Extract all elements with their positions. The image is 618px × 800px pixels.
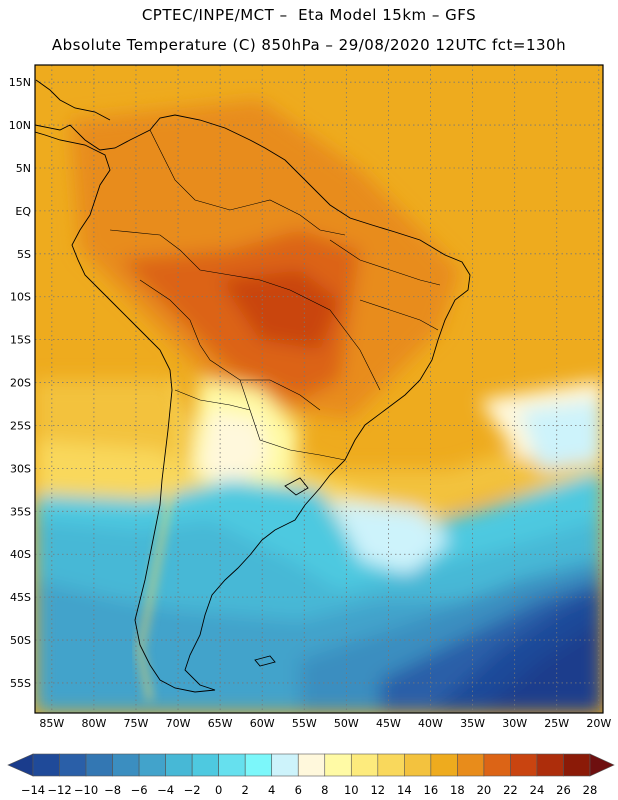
colorbar-label: 8 [321,783,328,797]
colorbar-label: 24 [530,783,545,797]
colorbar-swatch [191,753,219,777]
colorbar-label: −8 [104,783,121,797]
temperature-colorbar: −14 −12 −10 −8 −6 −4 −2 0 2 4 6 8 10 12 14 16 18 20 22 24 26… [7,753,615,797]
map-title-line-2: Absolute Temperature (C) 850hPa – 29/08/… [51,36,567,54]
colorbar-swatch [350,753,379,777]
longitude-tick-label: 70W [166,717,191,730]
longitude-tick-label: 25W [544,717,569,730]
colorbar-swatch [483,753,511,777]
colorbar-swatch [244,753,273,777]
colorbar-swatch [430,753,458,777]
colorbar-label: −4 [157,783,174,797]
latitude-tick-label: 30S [10,462,31,475]
graticule [35,65,603,713]
latitude-tick-label: 40S [10,548,31,561]
latitude-tick-label: 5N [16,162,31,175]
colorbar-label: 6 [295,783,302,797]
colorbar-label: −12 [47,783,71,797]
colorbar-label: 26 [556,783,571,797]
longitude-tick-label: 30W [502,717,527,730]
colorbar-swatch [218,753,246,777]
colorbar-swatch [271,753,299,777]
latitude-tick-label: 20S [10,377,31,390]
map-title-line-1: CPTEC/INPE/MCT – Eta Model 15km – GFS [141,6,477,24]
longitude-axis: 85W 80W 75W 70W 65W 60W 55W 50W 45W 40W 35W 30W 25W 2… [39,717,611,730]
colorbar-labels: −14 −12 −10 −8 −6 −4 −2 0 2 4 6 8 10 12 14 16 18 20 22 24 26… [21,783,597,797]
longitude-tick-label: 75W [124,717,149,730]
colorbar-swatch [165,753,193,777]
temperature-field [35,65,603,713]
colorbar-label: 16 [424,783,439,797]
colorbar-swatch [59,753,87,777]
colorbar-swatch [457,753,485,777]
colorbar-label: 4 [268,783,275,797]
colorbar-swatch [377,753,405,777]
longitude-tick-label: 45W [376,717,401,730]
colorbar-label: 10 [344,783,359,797]
latitude-tick-label: EQ [15,205,31,218]
colorbar-label: 20 [477,783,492,797]
colorbar-swatch [297,753,326,777]
coastlines [35,79,471,693]
colorbar-swatch [32,753,60,777]
colorbar-boxes [7,753,615,777]
colorbar-label: 18 [450,783,465,797]
latitude-tick-label: 50S [10,634,31,647]
colorbar-label: 2 [242,783,249,797]
latitude-tick-label: 15S [10,334,31,347]
latitude-tick-label: 15N [9,76,31,89]
longitude-tick-label: 60W [250,717,275,730]
colorbar-max-arrow [589,753,615,777]
longitude-tick-label: 65W [208,717,233,730]
colorbar-swatch [536,753,564,777]
colorbar-swatch [563,753,591,777]
colorbar-label: −2 [184,783,201,797]
colorbar-swatch [112,753,140,777]
longitude-tick-label: 55W [292,717,317,730]
colorbar-label: −10 [74,783,98,797]
colorbar-label: −6 [131,783,148,797]
colorbar-swatch [510,753,538,777]
colorbar-swatch [138,753,166,777]
colorbar-min-arrow [7,753,34,777]
latitude-tick-label: 55S [10,677,31,690]
colorbar-label: 28 [583,783,598,797]
temperature-map: 15N 10N 5N EQ 5S 10S 15S 20S 25S 30S 35S 40S 45S 50S 5… [9,64,611,730]
latitude-tick-label: 10S [10,291,31,304]
colorbar-label: 0 [215,783,222,797]
longitude-tick-label: 85W [39,717,64,730]
latitude-axis: 15N 10N 5N EQ 5S 10S 15S 20S 25S 30S 35S 40S 45S 50S 5… [9,76,32,690]
longitude-tick-label: 20W [586,717,611,730]
colorbar-label: 22 [503,783,518,797]
plot-frame [34,64,604,714]
longitude-tick-label: 35W [460,717,485,730]
colorbar-swatch [404,753,432,777]
latitude-tick-label: 5S [17,248,31,261]
colorbar-label: 12 [370,783,385,797]
colorbar-label: −14 [21,783,45,797]
latitude-tick-label: 45S [10,591,31,604]
longitude-tick-label: 50W [334,717,359,730]
colorbar-label: 14 [397,783,412,797]
latitude-tick-label: 10N [9,119,31,132]
longitude-tick-label: 80W [81,717,106,730]
longitude-tick-label: 40W [418,717,443,730]
colorbar-swatch [85,753,113,777]
latitude-tick-label: 25S [10,419,31,432]
colorbar-swatch [324,753,352,777]
latitude-tick-label: 35S [10,505,31,518]
country-borders [109,129,441,461]
